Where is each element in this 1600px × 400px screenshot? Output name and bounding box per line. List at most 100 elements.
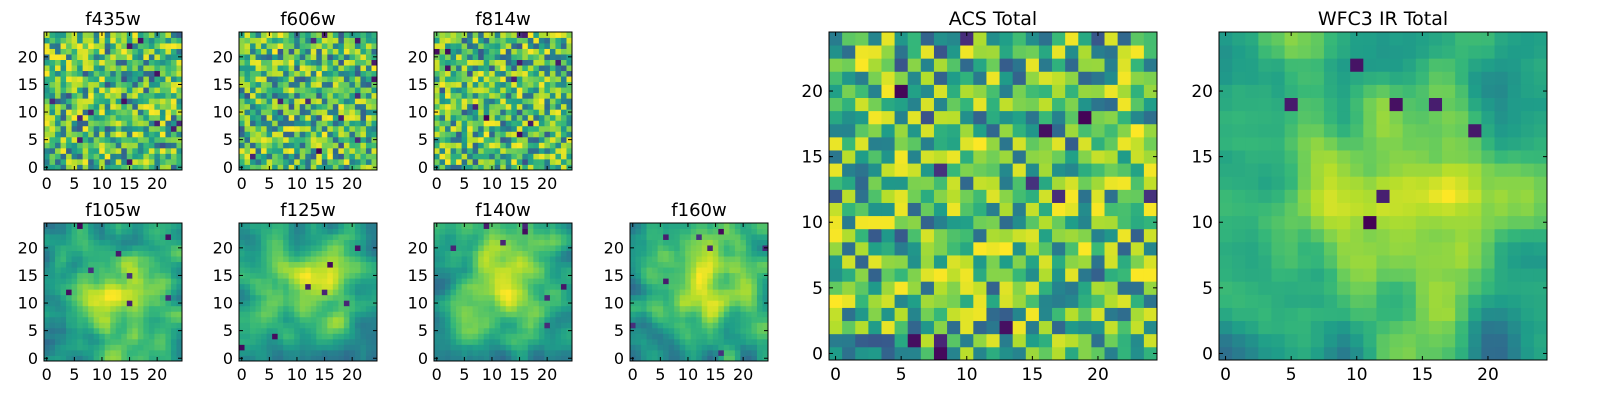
heatmap-cell <box>555 131 562 138</box>
heatmap-cell <box>277 245 284 251</box>
heatmap-cell <box>467 223 474 229</box>
heatmap-cell <box>544 344 551 351</box>
heatmap-cell <box>555 125 562 132</box>
heatmap-cell <box>450 311 457 318</box>
heatmap-cell <box>516 256 523 263</box>
heatmap-cell <box>566 344 573 351</box>
heatmap-cell <box>338 147 345 154</box>
heatmap-cell <box>527 98 534 105</box>
heatmap-cell <box>505 92 512 99</box>
heatmap-cell <box>434 59 440 66</box>
heatmap-cell <box>445 37 451 44</box>
heatmap-cell <box>250 114 256 121</box>
heatmap-cell <box>560 153 567 160</box>
heatmap-cell <box>266 300 273 307</box>
heatmap-cell <box>170 120 177 127</box>
heatmap-cell <box>555 322 562 329</box>
heatmap-cell <box>44 234 50 240</box>
axes-frame <box>433 222 573 362</box>
heatmap-cell <box>696 322 703 329</box>
heatmap-cell <box>71 344 78 351</box>
heatmap-cell <box>566 311 573 318</box>
heatmap-cell <box>338 349 345 356</box>
heatmap-cell <box>707 283 714 290</box>
heatmap-cell <box>121 283 128 290</box>
heatmap-cell <box>456 289 462 296</box>
heatmap-cell <box>176 294 183 301</box>
heatmap-cell <box>762 294 769 301</box>
heatmap-cell <box>82 109 89 116</box>
heatmap-cell <box>316 153 323 160</box>
heatmap-cell <box>266 349 273 356</box>
heatmap-cell <box>894 307 909 322</box>
heatmap-cell <box>505 32 512 38</box>
heatmap-cell <box>349 267 356 274</box>
heatmap-cell <box>668 327 675 334</box>
heatmap-cell <box>434 70 440 77</box>
heatmap-cell <box>371 234 378 240</box>
heatmap-cell <box>176 239 183 246</box>
heatmap-cell <box>549 70 556 77</box>
heatmap-cell <box>277 65 284 72</box>
heatmap-cell <box>489 120 496 127</box>
heatmap-cell <box>170 316 177 323</box>
heatmap-cell <box>500 142 507 149</box>
heatmap-cell <box>894 320 909 335</box>
heatmap-cell <box>66 316 72 323</box>
heatmap-cell <box>349 98 356 105</box>
heatmap-cell <box>560 98 567 105</box>
heatmap-cell <box>305 245 312 251</box>
heatmap-cell <box>516 228 523 235</box>
heatmap-cell <box>566 283 573 290</box>
heatmap-cell <box>71 250 78 257</box>
heatmap-cell <box>321 136 328 143</box>
heatmap-cell <box>272 92 279 99</box>
heatmap-cell <box>77 239 84 246</box>
heatmap-cell <box>483 283 490 290</box>
heatmap-cell <box>277 239 284 246</box>
heatmap-cell <box>239 37 245 44</box>
heatmap-cell <box>88 289 95 296</box>
heatmap-cell <box>450 131 457 138</box>
heatmap-cell <box>999 163 1014 177</box>
heatmap-cell <box>668 278 675 285</box>
heatmap-cell <box>261 283 267 290</box>
heatmap-cell <box>288 125 295 132</box>
heatmap-cell <box>478 153 485 160</box>
heatmap-cell <box>973 255 987 269</box>
heatmap-cell <box>439 109 446 116</box>
heatmap-cell <box>99 81 106 88</box>
heatmap-cell <box>712 305 719 312</box>
heatmap-cell <box>250 256 256 263</box>
heatmap-cell <box>165 267 172 274</box>
heatmap-cell <box>294 48 301 55</box>
heatmap-cell <box>881 228 895 243</box>
heatmap-cell <box>250 147 256 154</box>
heatmap-cell <box>500 70 507 77</box>
heatmap-cell <box>299 153 306 160</box>
heatmap-cell <box>71 76 78 83</box>
heatmap-cell <box>712 239 719 246</box>
heatmap-cell <box>310 349 317 356</box>
heatmap-cell <box>170 327 177 334</box>
heatmap-cell <box>538 289 545 296</box>
heatmap-cell <box>165 283 172 290</box>
heatmap-cell <box>467 81 474 88</box>
heatmap-cell <box>60 32 67 38</box>
heatmap-cell <box>1065 307 1079 322</box>
heatmap-cell <box>718 322 725 329</box>
heatmap-cell <box>371 316 378 323</box>
heatmap-cell <box>439 355 446 362</box>
heatmap-cell <box>239 153 245 160</box>
heatmap-cell <box>489 142 496 149</box>
heatmap-cell <box>71 289 78 296</box>
heatmap-cell <box>630 322 636 329</box>
heatmap-cell <box>439 316 446 323</box>
heatmap-cell <box>115 43 122 49</box>
heatmap-cell <box>450 333 457 340</box>
heatmap-cell <box>511 164 518 171</box>
heatmap-cell <box>277 283 284 290</box>
heatmap-cell <box>566 125 573 132</box>
heatmap-cell <box>555 349 562 356</box>
heatmap-cell <box>734 272 741 279</box>
